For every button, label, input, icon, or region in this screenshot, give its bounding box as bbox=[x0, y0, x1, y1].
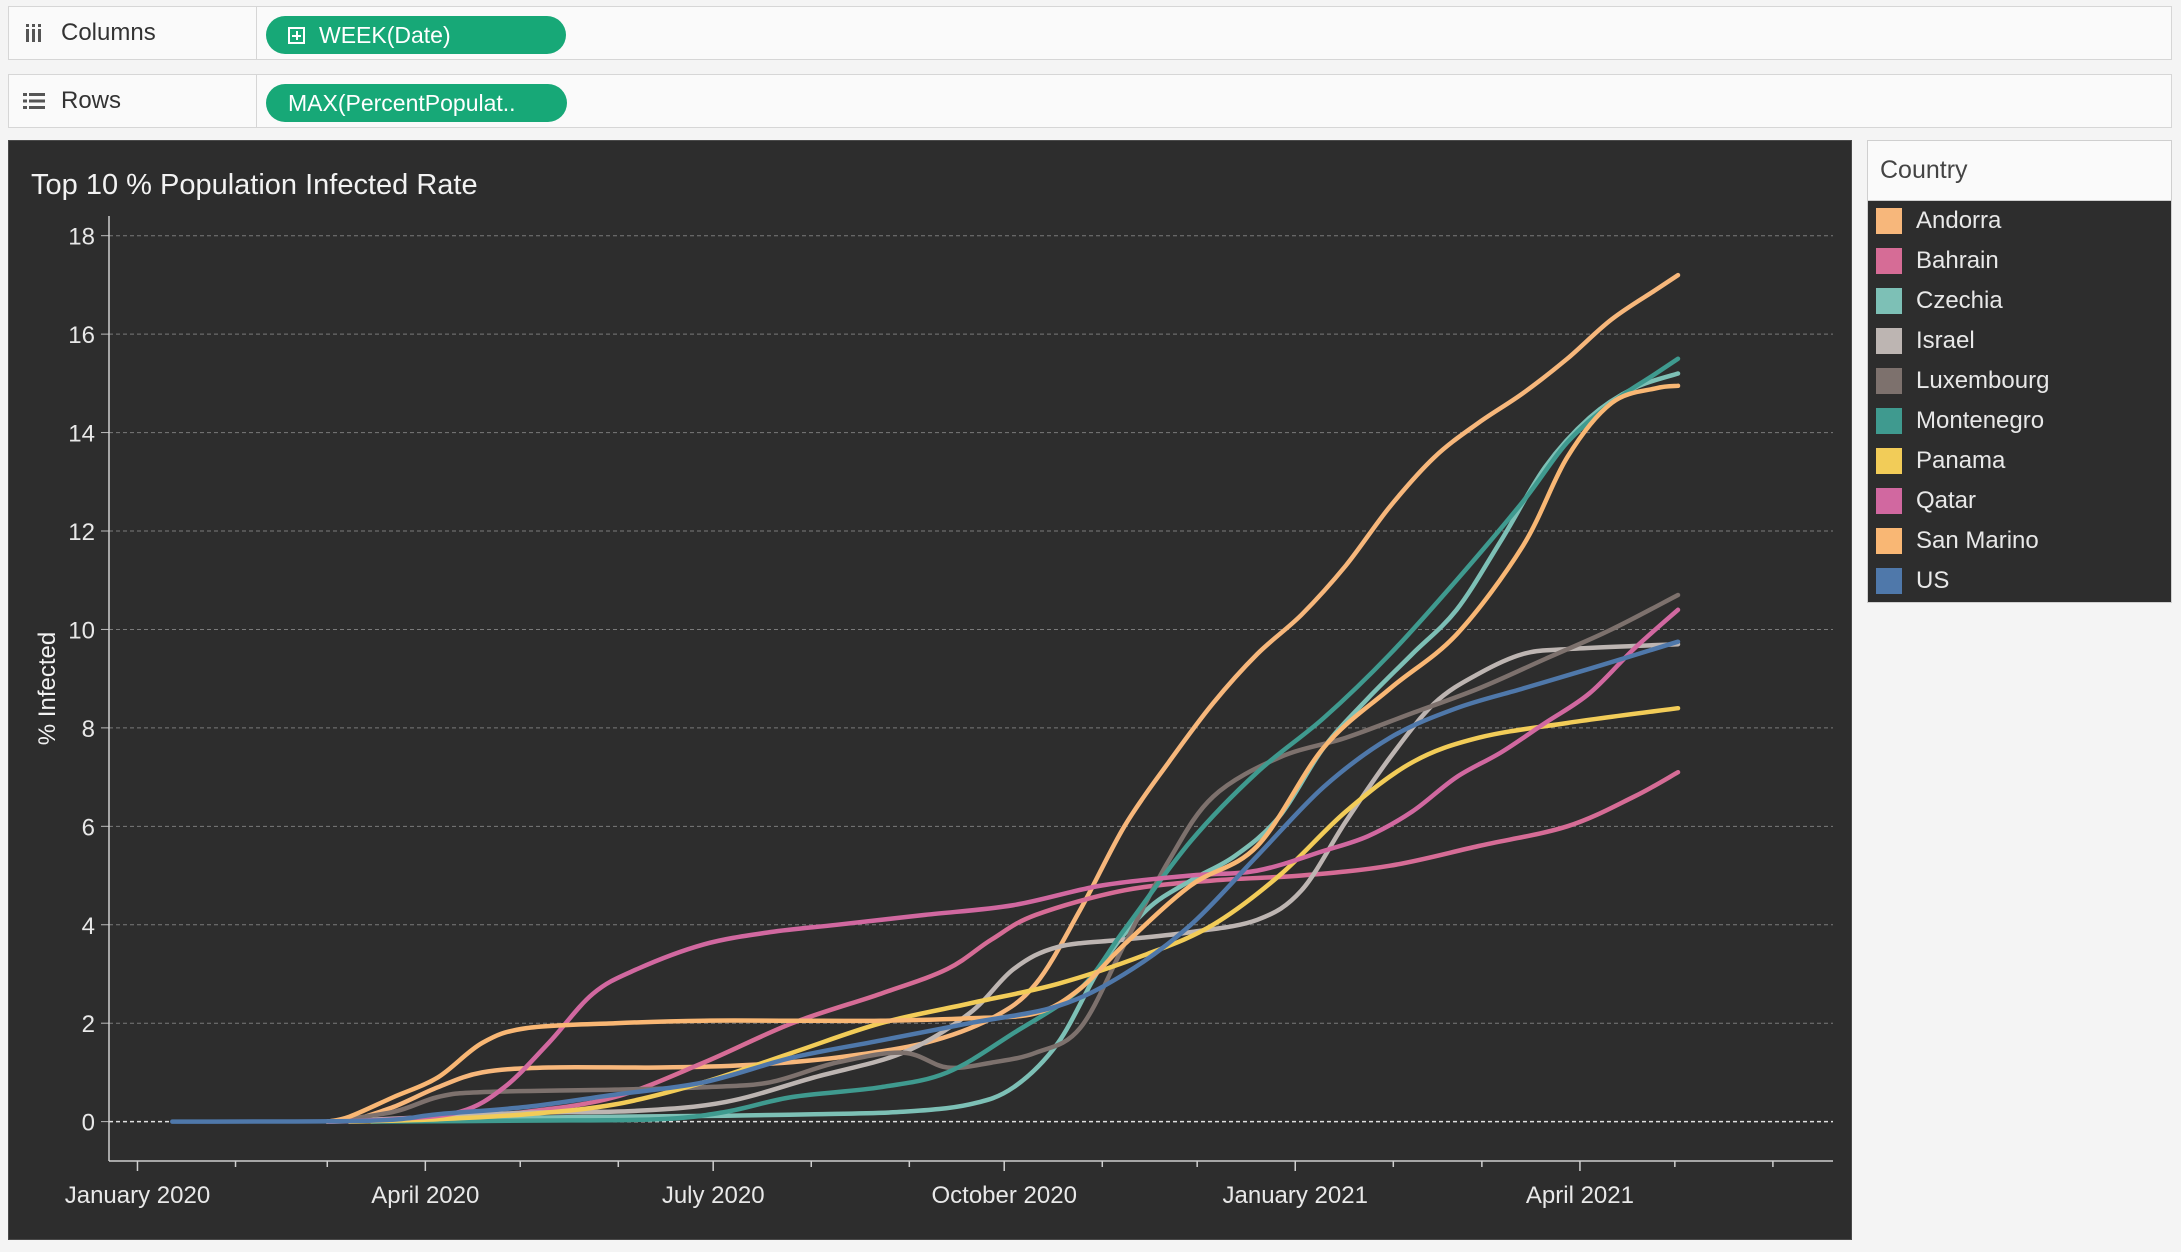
legend-item-panama[interactable]: Panama bbox=[1868, 441, 2171, 481]
y-tick-label: 18 bbox=[68, 224, 95, 251]
columns-pill-week-date[interactable]: WEEK(Date) bbox=[266, 16, 566, 54]
series-line-luxembourg[interactable] bbox=[325, 592, 1681, 1124]
series-line-us[interactable] bbox=[170, 639, 1681, 1124]
y-tick-label: 2 bbox=[82, 1011, 95, 1038]
legend-item-czechia[interactable]: Czechia bbox=[1868, 281, 2171, 321]
legend-label: San Marino bbox=[1916, 527, 2039, 554]
rows-label-text: Rows bbox=[61, 87, 122, 114]
x-tick-label: October 2020 bbox=[931, 1182, 1076, 1209]
legend-label: Panama bbox=[1916, 447, 2006, 474]
columns-pill-text: WEEK(Date) bbox=[319, 21, 451, 48]
legend-label: Andorra bbox=[1916, 207, 2002, 234]
y-axis-title: % Infected bbox=[34, 632, 61, 745]
series-line-bahrain[interactable] bbox=[325, 769, 1681, 1124]
legend-label: Luxembourg bbox=[1916, 367, 2050, 394]
y-tick-label: 16 bbox=[68, 322, 95, 349]
series-line-qatar[interactable] bbox=[325, 607, 1681, 1124]
legend-label: Qatar bbox=[1916, 487, 1977, 514]
y-tick-label: 10 bbox=[68, 617, 95, 644]
expand-plus-icon[interactable] bbox=[288, 26, 305, 44]
legend-item-andorra[interactable]: Andorra bbox=[1868, 201, 2171, 241]
columns-label-text: Columns bbox=[61, 19, 156, 46]
rows-pill-max-percent[interactable]: MAX(PercentPopulat.. bbox=[266, 84, 567, 122]
legend-swatch bbox=[1876, 368, 1902, 394]
legend-swatch bbox=[1876, 328, 1902, 354]
legend-label: US bbox=[1916, 567, 1950, 594]
legend-title: Country bbox=[1868, 141, 2171, 201]
x-tick-label: April 2021 bbox=[1526, 1182, 1634, 1209]
x-tick-label: January 2021 bbox=[1223, 1182, 1368, 1209]
legend-label: Montenegro bbox=[1916, 407, 2045, 434]
series-line-andorra[interactable] bbox=[347, 272, 1681, 1124]
legend-swatch bbox=[1876, 528, 1902, 554]
legend-item-us[interactable]: US bbox=[1868, 561, 2171, 601]
series-line-montenegro[interactable] bbox=[369, 356, 1681, 1124]
legend-swatch bbox=[1876, 488, 1902, 514]
rows-icon bbox=[21, 88, 47, 114]
x-tick-label: July 2020 bbox=[662, 1182, 765, 1209]
y-tick-label: 8 bbox=[82, 716, 95, 743]
legend-panel: Country Andorra Bahrain Czechia Israel Luxem… bbox=[1867, 140, 2172, 603]
y-tick-label: 6 bbox=[82, 814, 95, 841]
columns-shelf: Columns WEEK(Date) bbox=[8, 6, 2172, 60]
legend-items: Andorra Bahrain Czechia Israel Luxembourg Mon… bbox=[1868, 201, 2171, 601]
y-tick-label: 4 bbox=[82, 913, 95, 940]
y-tick-label: 12 bbox=[68, 519, 95, 546]
legend-label: Bahrain bbox=[1916, 247, 1999, 274]
legend-swatch bbox=[1876, 288, 1902, 314]
columns-shelf-label: Columns bbox=[9, 7, 257, 59]
legend-swatch bbox=[1876, 568, 1902, 594]
legend-item-montenegro[interactable]: Montenegro bbox=[1868, 401, 2171, 441]
legend-item-luxembourg[interactable]: Luxembourg bbox=[1868, 361, 2171, 401]
legend-item-qatar[interactable]: Qatar bbox=[1868, 481, 2171, 521]
legend-swatch bbox=[1876, 448, 1902, 474]
series-line-panama[interactable] bbox=[347, 705, 1681, 1124]
legend-item-san-marino[interactable]: San Marino bbox=[1868, 521, 2171, 561]
legend-swatch bbox=[1876, 208, 1902, 234]
series-line-israel[interactable] bbox=[325, 641, 1681, 1124]
y-tick-label: 0 bbox=[82, 1110, 95, 1137]
legend-label: Czechia bbox=[1916, 287, 2003, 314]
legend-label: Israel bbox=[1916, 327, 1975, 354]
series-line-czechia[interactable] bbox=[325, 371, 1681, 1124]
columns-icon bbox=[21, 20, 47, 46]
rows-shelf-label: Rows bbox=[9, 75, 257, 127]
legend-item-bahrain[interactable]: Bahrain bbox=[1868, 241, 2171, 281]
series-line-san-marino[interactable] bbox=[325, 383, 1681, 1124]
legend-swatch bbox=[1876, 408, 1902, 434]
rows-pill-text: MAX(PercentPopulat.. bbox=[288, 89, 516, 116]
rows-shelf: Rows MAX(PercentPopulat.. bbox=[8, 74, 2172, 128]
legend-swatch bbox=[1876, 248, 1902, 274]
x-tick-label: January 2020 bbox=[65, 1182, 210, 1209]
y-tick-label: 14 bbox=[68, 421, 95, 448]
line-chart[interactable]: 0 2 4 6 8 10 12 14 16 18 January 2020 April 2020 Jul… bbox=[9, 141, 1853, 1241]
chart-title: Top 10 % Population Infected Rate bbox=[31, 169, 478, 201]
legend-item-israel[interactable]: Israel bbox=[1868, 321, 2171, 361]
chart-panel: Top 10 % Population Infected Rate 0 2 4 6 8 1… bbox=[8, 140, 1852, 1240]
x-tick-label: April 2020 bbox=[371, 1182, 479, 1209]
